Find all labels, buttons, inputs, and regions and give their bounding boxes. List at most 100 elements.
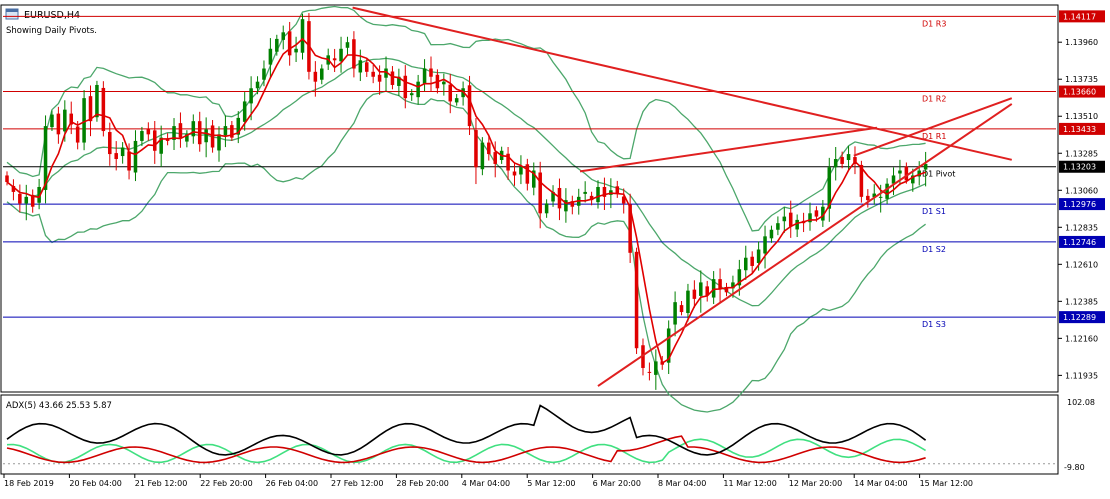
bollinger-bands bbox=[6, 5, 926, 413]
candle-body-61 bbox=[397, 76, 401, 86]
candle-body-39 bbox=[255, 81, 260, 89]
pivot-label-text-4: 1.12976 bbox=[1063, 200, 1096, 209]
chart-title-group: EURUSD,H4 Showing Daily Pivots. bbox=[5, 8, 97, 36]
candle-body-68 bbox=[442, 81, 446, 85]
candle-body-84 bbox=[544, 203, 549, 214]
candle-body-125 bbox=[808, 213, 812, 223]
price-tick-label-9: 1.12160 bbox=[1065, 334, 1098, 343]
candle-body-41 bbox=[268, 48, 273, 65]
candle-body-19 bbox=[127, 151, 131, 171]
pivot-label-box-5 bbox=[1059, 235, 1105, 248]
candle-body-88 bbox=[570, 201, 575, 207]
candle-body-58 bbox=[377, 74, 382, 82]
candle-body-21 bbox=[140, 131, 144, 141]
candle-body-91 bbox=[589, 195, 594, 201]
candle-body-0 bbox=[5, 175, 9, 183]
candle-body-56 bbox=[364, 62, 369, 72]
candle-body-97 bbox=[628, 204, 632, 253]
candle-body-40 bbox=[262, 68, 266, 80]
candle-body-92 bbox=[596, 186, 600, 203]
candle-body-14 bbox=[95, 84, 99, 118]
candle-body-108 bbox=[699, 282, 703, 296]
chart-subtitle: Showing Daily Pivots. bbox=[6, 26, 97, 36]
candle-body-104 bbox=[673, 302, 677, 325]
candle-body-74 bbox=[480, 142, 485, 170]
trendline-2 bbox=[597, 103, 1013, 387]
pivot-label-box-6 bbox=[1059, 311, 1105, 324]
candle-body-96 bbox=[621, 196, 626, 204]
candle-body-113 bbox=[731, 282, 735, 289]
pivot-label-box-3 bbox=[1059, 160, 1105, 173]
candle-body-126 bbox=[814, 210, 819, 217]
candle-body-29 bbox=[191, 121, 196, 137]
candle-body-76 bbox=[493, 152, 497, 164]
candle-body-66 bbox=[429, 68, 433, 77]
price-tick-label-1: 1.13960 bbox=[1065, 38, 1098, 47]
candle-body-70 bbox=[454, 98, 459, 103]
pivot-label-text-6: 1.12289 bbox=[1063, 313, 1096, 322]
candle-body-105 bbox=[679, 305, 684, 313]
time-tick-label-2: 21 Feb 12:00 bbox=[135, 479, 187, 488]
pivot-label-text-1: 1.13660 bbox=[1063, 88, 1096, 97]
candle-body-36 bbox=[236, 117, 241, 135]
candle-body-116 bbox=[750, 256, 754, 266]
pivot-label-box-2 bbox=[1059, 122, 1105, 135]
time-tick-label-0: 18 Feb 2019 bbox=[4, 479, 54, 488]
candle-body-12 bbox=[82, 98, 86, 143]
bollinger-upper-band bbox=[6, 5, 926, 232]
candle-body-18 bbox=[120, 147, 125, 157]
candle-body-115 bbox=[743, 257, 748, 271]
candle-body-112 bbox=[724, 287, 729, 293]
candle-body-83 bbox=[538, 172, 542, 214]
time-tick-label-5: 27 Feb 12:00 bbox=[331, 479, 383, 488]
price-tick-label-4: 1.13285 bbox=[1065, 149, 1098, 158]
trendline-1 bbox=[579, 126, 878, 173]
candle-body-22 bbox=[146, 129, 151, 135]
adx-indicator-label: ADX(5) 43.66 25.53 5.87 bbox=[6, 401, 112, 411]
candle-body-33 bbox=[217, 134, 221, 151]
candle-body-139 bbox=[898, 170, 902, 174]
time-tick-label-7: 4 Mar 04:00 bbox=[462, 479, 510, 488]
candle-body-9 bbox=[63, 109, 67, 132]
candle-body-114 bbox=[737, 269, 742, 286]
pivot-name-4: D1 S1 bbox=[922, 207, 946, 216]
candle-body-28 bbox=[185, 134, 189, 142]
candle-body-120 bbox=[776, 223, 780, 230]
time-tick-label-11: 11 Mar 12:00 bbox=[723, 479, 776, 488]
candle-body-128 bbox=[827, 167, 832, 209]
candle-body-106 bbox=[686, 290, 690, 314]
time-tick-label-9: 6 Mar 20:00 bbox=[593, 479, 641, 488]
adx-scale-bottom: -9.80 bbox=[1064, 463, 1085, 472]
candle-body-62 bbox=[403, 75, 408, 99]
pivot-name-2: D1 R1 bbox=[922, 132, 946, 141]
pivot-name-5: D1 S2 bbox=[922, 245, 946, 254]
candle-body-60 bbox=[390, 71, 395, 85]
candle-body-129 bbox=[833, 159, 838, 168]
candle-body-57 bbox=[371, 71, 375, 77]
candle-body-64 bbox=[416, 81, 420, 98]
pivot-label-text-0: 1.14117 bbox=[1063, 12, 1096, 21]
candle-body-87 bbox=[564, 200, 568, 212]
candle-body-127 bbox=[821, 206, 825, 221]
candle-body-98 bbox=[634, 251, 639, 349]
candle-body-48 bbox=[313, 71, 318, 82]
candle-body-134 bbox=[866, 195, 870, 201]
price-tick-label-5: 1.13060 bbox=[1065, 186, 1098, 195]
candle-body-7 bbox=[50, 114, 54, 128]
candle-body-44 bbox=[287, 31, 292, 56]
candle-body-43 bbox=[281, 32, 286, 40]
candle-body-24 bbox=[159, 137, 163, 154]
candle-body-80 bbox=[519, 167, 523, 175]
candle-body-42 bbox=[275, 38, 279, 52]
adx-scale-top: 102.08 bbox=[1067, 398, 1095, 407]
candle-body-11 bbox=[75, 126, 80, 143]
candle-body-110 bbox=[711, 279, 716, 298]
candle-body-8 bbox=[56, 113, 61, 135]
candle-body-10 bbox=[69, 113, 74, 125]
trendlines bbox=[352, 6, 1013, 387]
candle-body-26 bbox=[172, 126, 176, 140]
candle-body-16 bbox=[108, 132, 112, 155]
candle-body-117 bbox=[756, 249, 761, 263]
